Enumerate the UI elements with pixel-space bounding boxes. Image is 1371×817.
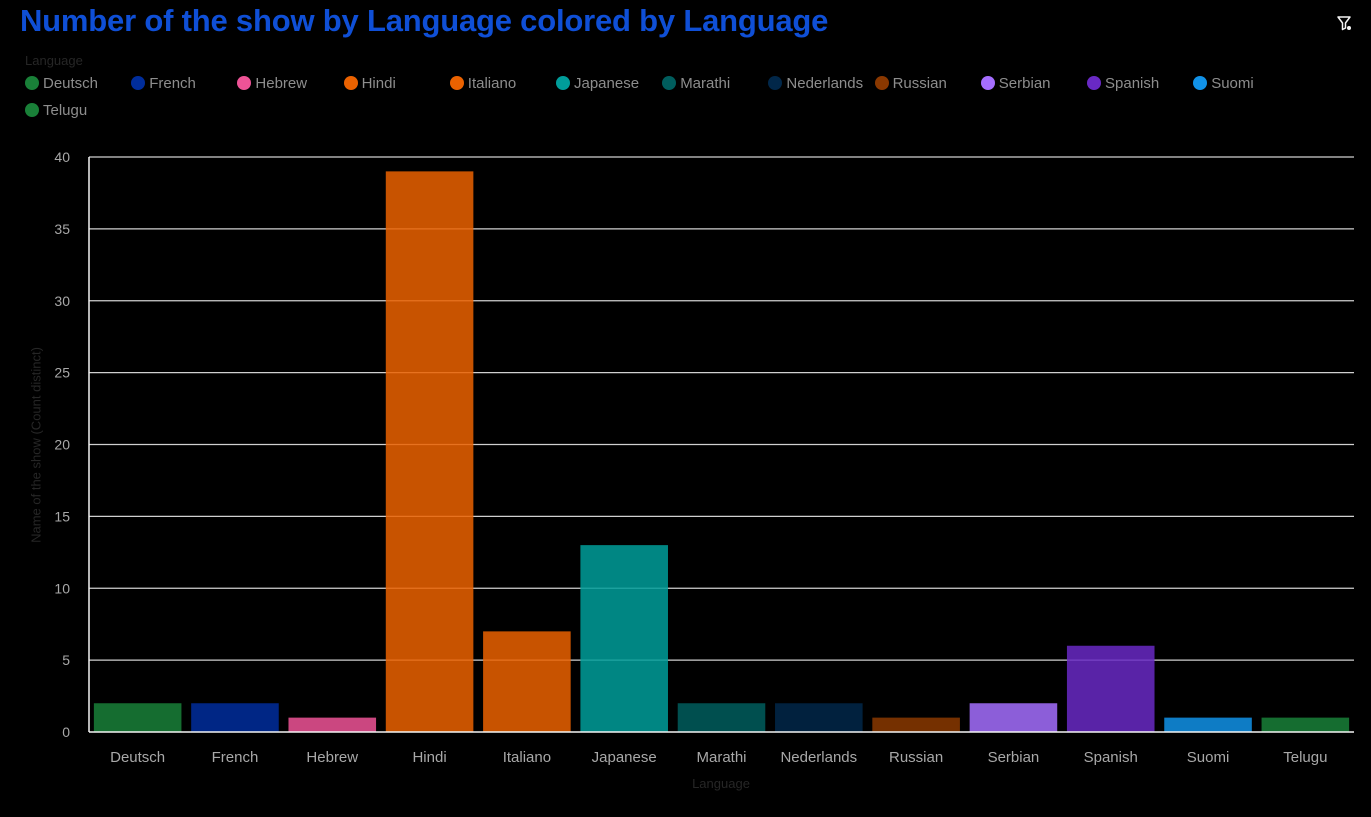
x-tick-label: Hindi [412,749,446,766]
x-tick-label: Italiano [503,749,551,766]
legend-swatch [25,103,39,117]
legend-item-french[interactable]: French [131,74,196,92]
legend-label: Japanese [574,74,640,92]
legend-label: Suomi [1211,74,1254,92]
x-tick-label: Russian [889,749,943,766]
bar-japanese[interactable] [580,545,668,732]
legend-label: Deutsch [43,74,99,92]
bar-deutsch[interactable] [93,703,182,732]
legend-item-telugu[interactable]: Telugu [25,101,87,119]
y-tick-label: 5 [62,652,70,668]
x-tick-label: Suomi [1187,749,1230,766]
legend-swatch [131,76,146,90]
legend-label: Hindi [361,74,396,92]
bar-suomi[interactable] [1164,717,1252,732]
legend-label: Hebrew [255,74,308,92]
legend-swatch [980,76,995,90]
x-tick-label: Hebrew [306,749,358,766]
legend-swatch [237,76,252,90]
legend-label: Russian [892,74,947,92]
bar-spanish[interactable] [1066,645,1155,732]
legend-swatch [768,76,783,90]
x-tick-label: Japanese [592,749,657,766]
x-axis-title: Language [692,776,750,791]
bar-hebrew[interactable] [288,717,377,732]
x-tick-label: Telugu [1283,749,1327,766]
bar-nederlands[interactable] [775,703,863,732]
y-tick-label: 20 [54,437,70,453]
x-tick-label: Serbian [988,749,1040,766]
legend-item-japanese[interactable]: Japanese [556,74,639,92]
legend-label: Nederlands [786,74,864,92]
x-tick-label: Nederlands [780,749,857,766]
bar-telugu[interactable] [1261,717,1350,732]
legend-title: Language [25,53,83,68]
legend-item-serbian[interactable]: Serbian [980,74,1051,92]
legend-swatch [449,76,464,90]
legend-swatch [662,76,677,90]
y-tick-label: 15 [54,508,70,524]
legend-label: Marathi [680,74,731,92]
legend-item-suomi[interactable]: Suomi [1193,74,1254,92]
y-tick-label: 40 [54,149,70,165]
bar-serbian[interactable] [969,703,1058,732]
x-tick-label: Marathi [696,749,746,766]
legend-swatch [343,76,358,90]
legend-item-spanish[interactable]: Spanish [1087,74,1159,92]
x-tick-label: Deutsch [110,749,165,766]
y-tick-label: 25 [54,365,70,381]
bar-russian[interactable] [872,717,960,732]
legend-item-marathi[interactable]: Marathi [662,74,730,92]
bar-marathi[interactable] [677,703,766,732]
legend-item-deutsch[interactable]: Deutsch [25,74,98,92]
legend-label: Serbian [998,74,1051,92]
x-tick-label: French [212,749,259,766]
bar-italiano[interactable] [483,631,571,732]
legend-label: French [149,74,196,92]
legend-label: Telugu [43,101,88,119]
legend-item-italiano[interactable]: Italiano [449,74,517,92]
legend-swatch [1087,76,1101,90]
y-tick-label: 30 [54,293,70,309]
legend-swatch [25,76,39,90]
filter-icon[interactable] [1333,12,1355,34]
legend-swatch [1193,76,1208,90]
y-tick-label: 35 [54,221,70,237]
legend-item-hebrew[interactable]: Hebrew [237,74,307,92]
legend-item-nederlands[interactable]: Nederlands [768,74,863,92]
legend-item-russian[interactable]: Russian [874,74,947,92]
legend-label: Spanish [1105,74,1160,92]
legend-swatch [874,76,889,90]
legend-swatch [556,76,570,90]
y-axis-title: Name of the show (Count distinct) [28,347,44,543]
x-tick-label: Spanish [1084,749,1138,766]
legend-label: Italiano [467,74,517,92]
chart-title: Number of the show by Language colored b… [20,3,829,38]
bar-hindi[interactable] [385,171,474,732]
bar-french[interactable] [191,703,279,732]
y-tick-label: 10 [54,580,70,596]
y-tick-label: 0 [62,724,70,740]
legend-item-hindi[interactable]: Hindi [343,74,396,92]
